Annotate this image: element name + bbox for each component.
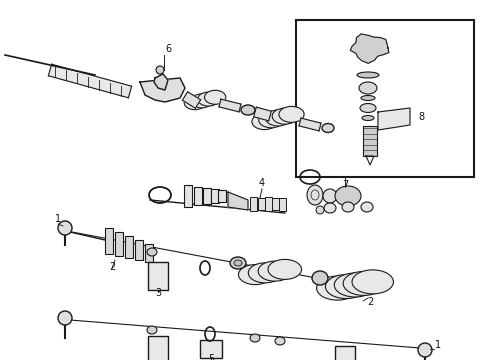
Ellipse shape	[360, 104, 376, 112]
Bar	[200, 340, 222, 358]
Ellipse shape	[361, 95, 375, 100]
Ellipse shape	[147, 248, 157, 256]
Bar	[184, 185, 192, 207]
Ellipse shape	[317, 276, 358, 300]
Ellipse shape	[198, 92, 219, 106]
Ellipse shape	[361, 202, 373, 212]
Bar	[194, 187, 202, 205]
Polygon shape	[154, 74, 168, 90]
Bar	[272, 198, 279, 210]
Polygon shape	[219, 99, 241, 112]
Ellipse shape	[325, 275, 367, 298]
Ellipse shape	[275, 337, 285, 345]
Bar	[363, 126, 377, 156]
Ellipse shape	[259, 112, 284, 128]
Ellipse shape	[279, 106, 304, 122]
Bar	[279, 198, 286, 211]
Text: 4: 4	[259, 178, 265, 188]
Ellipse shape	[335, 186, 361, 206]
Ellipse shape	[343, 271, 385, 296]
Ellipse shape	[250, 334, 260, 342]
Ellipse shape	[234, 260, 242, 266]
Bar	[265, 197, 272, 211]
Bar	[211, 189, 219, 203]
Ellipse shape	[359, 82, 377, 94]
Text: 1: 1	[435, 340, 441, 350]
Ellipse shape	[334, 273, 376, 297]
Ellipse shape	[268, 260, 301, 279]
Bar	[335, 346, 355, 360]
Text: 6: 6	[165, 44, 171, 54]
Bar	[125, 236, 133, 258]
Text: 2: 2	[367, 297, 373, 307]
Ellipse shape	[191, 94, 212, 108]
Ellipse shape	[252, 114, 277, 130]
Bar	[203, 188, 211, 204]
Bar	[105, 228, 113, 254]
Text: 2: 2	[109, 262, 115, 272]
Ellipse shape	[307, 185, 323, 205]
Text: 8: 8	[418, 112, 424, 122]
Bar	[218, 190, 226, 202]
Text: 3: 3	[155, 288, 161, 298]
Polygon shape	[140, 78, 185, 102]
Ellipse shape	[352, 270, 393, 294]
Bar	[258, 198, 265, 210]
Text: 5: 5	[208, 354, 214, 360]
Bar	[135, 240, 143, 260]
Ellipse shape	[312, 271, 328, 285]
Bar	[148, 262, 168, 290]
Ellipse shape	[241, 105, 255, 115]
Circle shape	[58, 311, 72, 325]
Ellipse shape	[316, 206, 324, 214]
Ellipse shape	[323, 189, 337, 203]
Ellipse shape	[324, 203, 336, 213]
Text: 7: 7	[342, 180, 348, 190]
Ellipse shape	[258, 261, 292, 281]
Polygon shape	[299, 118, 321, 131]
Circle shape	[418, 343, 432, 357]
Bar	[145, 244, 153, 262]
Ellipse shape	[362, 116, 374, 121]
Ellipse shape	[184, 96, 205, 110]
Bar	[296, 20, 474, 177]
Polygon shape	[228, 192, 248, 210]
Ellipse shape	[147, 326, 157, 334]
Polygon shape	[378, 108, 410, 130]
Polygon shape	[182, 92, 200, 108]
Bar	[115, 232, 123, 256]
Ellipse shape	[322, 123, 334, 132]
Polygon shape	[350, 34, 389, 63]
Polygon shape	[49, 64, 132, 98]
Ellipse shape	[230, 257, 246, 269]
Ellipse shape	[342, 202, 354, 212]
Bar	[148, 336, 168, 360]
Bar	[250, 197, 257, 211]
Ellipse shape	[204, 90, 226, 104]
Circle shape	[58, 221, 72, 235]
Ellipse shape	[357, 72, 379, 78]
Ellipse shape	[272, 108, 297, 124]
Ellipse shape	[239, 265, 272, 285]
Text: 1: 1	[55, 214, 61, 224]
Polygon shape	[254, 107, 271, 121]
Circle shape	[156, 66, 164, 74]
Ellipse shape	[266, 110, 291, 126]
Ellipse shape	[248, 263, 282, 283]
